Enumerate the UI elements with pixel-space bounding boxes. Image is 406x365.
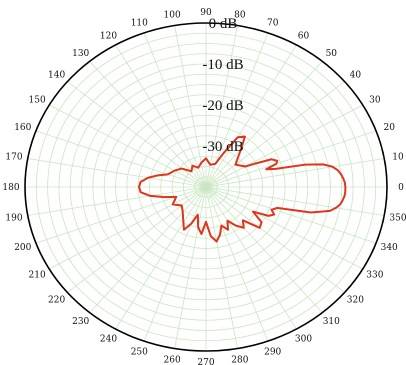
- grid-spoke: [205, 130, 377, 188]
- angle-tick-label: 210: [29, 271, 46, 281]
- angle-tick-label: 160: [14, 123, 31, 133]
- chart-outline: [24, 22, 388, 352]
- angle-tick-label: 90: [200, 8, 212, 18]
- grid-spoke: [205, 186, 297, 330]
- angle-tick-label: 300: [295, 335, 312, 345]
- grid-spoke: [35, 186, 207, 244]
- angle-tick-label: 10: [392, 153, 404, 163]
- grid-spoke: [205, 186, 238, 349]
- angle-tick-label: 330: [366, 271, 383, 281]
- angle-tick-label: 320: [347, 296, 364, 306]
- angle-tick-label: 150: [29, 96, 46, 106]
- grid-spoke: [143, 186, 207, 342]
- angle-tick-label: 220: [48, 296, 65, 306]
- grid-spoke: [35, 130, 207, 188]
- grid-spoke: [205, 61, 323, 188]
- series-line: [138, 135, 347, 243]
- grid-spoke: [89, 61, 207, 188]
- angle-tick-label: 280: [231, 355, 248, 365]
- grid-spoke: [174, 186, 207, 349]
- angle-tick-label: 120: [100, 31, 117, 41]
- grid-spoke: [115, 44, 207, 188]
- angle-tick-label: 310: [323, 317, 340, 327]
- angle-tick-label: 40: [350, 71, 362, 81]
- angle-tick-label: 20: [383, 123, 395, 133]
- angle-tick-label: 100: [164, 11, 181, 21]
- grid-spoke: [205, 104, 363, 188]
- grid-spoke: [27, 186, 207, 216]
- angle-tick-label: 340: [381, 243, 398, 253]
- grid-spoke: [205, 186, 385, 216]
- grid-spoke: [205, 25, 238, 188]
- grid-spoke: [174, 25, 207, 188]
- angle-tick-label: 70: [267, 19, 279, 29]
- grid-spoke: [143, 32, 207, 188]
- angle-tick-label: 240: [100, 335, 117, 345]
- polar-grid: [25, 23, 387, 351]
- angle-labels: 0 10 20 30 40 50 60 70 80 90 100 110 120 130 140 150 160…: [2, 8, 406, 365]
- grid-spoke: [49, 186, 207, 270]
- grid-spoke: [27, 158, 207, 188]
- angle-tick-label: 350: [389, 213, 406, 223]
- grid-spoke: [205, 186, 345, 293]
- angle-tick-label: 200: [14, 243, 31, 253]
- angle-tick-label: 130: [72, 49, 89, 59]
- angle-tick-label: 230: [72, 317, 89, 327]
- series-layer: [138, 135, 347, 243]
- angle-tick-label: 270: [197, 358, 214, 365]
- radial-tick-label: -20 dB: [202, 98, 243, 114]
- angle-tick-label: 140: [48, 71, 65, 81]
- grid-spoke: [205, 81, 345, 188]
- radial-tick-label: 0 dB: [209, 16, 238, 32]
- grid-spoke: [205, 158, 385, 188]
- grid-spoke: [115, 186, 207, 330]
- radial-tick-label: -10 dB: [202, 57, 243, 73]
- angle-tick-label: 250: [131, 347, 148, 357]
- angle-tick-label: 30: [369, 96, 381, 106]
- grid-spoke: [205, 186, 269, 342]
- ring-labels: 0 dB -10 dB -20 dB -30 dB: [202, 16, 243, 155]
- angle-tick-label: 50: [326, 49, 338, 59]
- angle-tick-label: 190: [5, 213, 22, 223]
- angle-tick-label: 260: [164, 355, 181, 365]
- grid-spoke: [89, 186, 207, 313]
- angle-tick-label: 80: [234, 11, 246, 21]
- angle-tick-label: 180: [2, 183, 19, 193]
- outer-boundary: [24, 22, 388, 352]
- grid-spoke: [205, 186, 323, 313]
- angle-tick-label: 290: [264, 347, 281, 357]
- angle-tick-label: 60: [298, 31, 310, 41]
- grid-spoke: [205, 186, 363, 270]
- radial-tick-label: -30 dB: [202, 139, 243, 155]
- grid-spoke: [205, 44, 297, 188]
- angle-tick-label: 0: [398, 183, 404, 193]
- grid-spoke: [205, 186, 377, 244]
- grid-spoke: [67, 186, 207, 293]
- angle-tick-label: 110: [131, 19, 148, 29]
- angle-tick-label: 170: [5, 153, 22, 163]
- grid-spoke: [49, 104, 207, 188]
